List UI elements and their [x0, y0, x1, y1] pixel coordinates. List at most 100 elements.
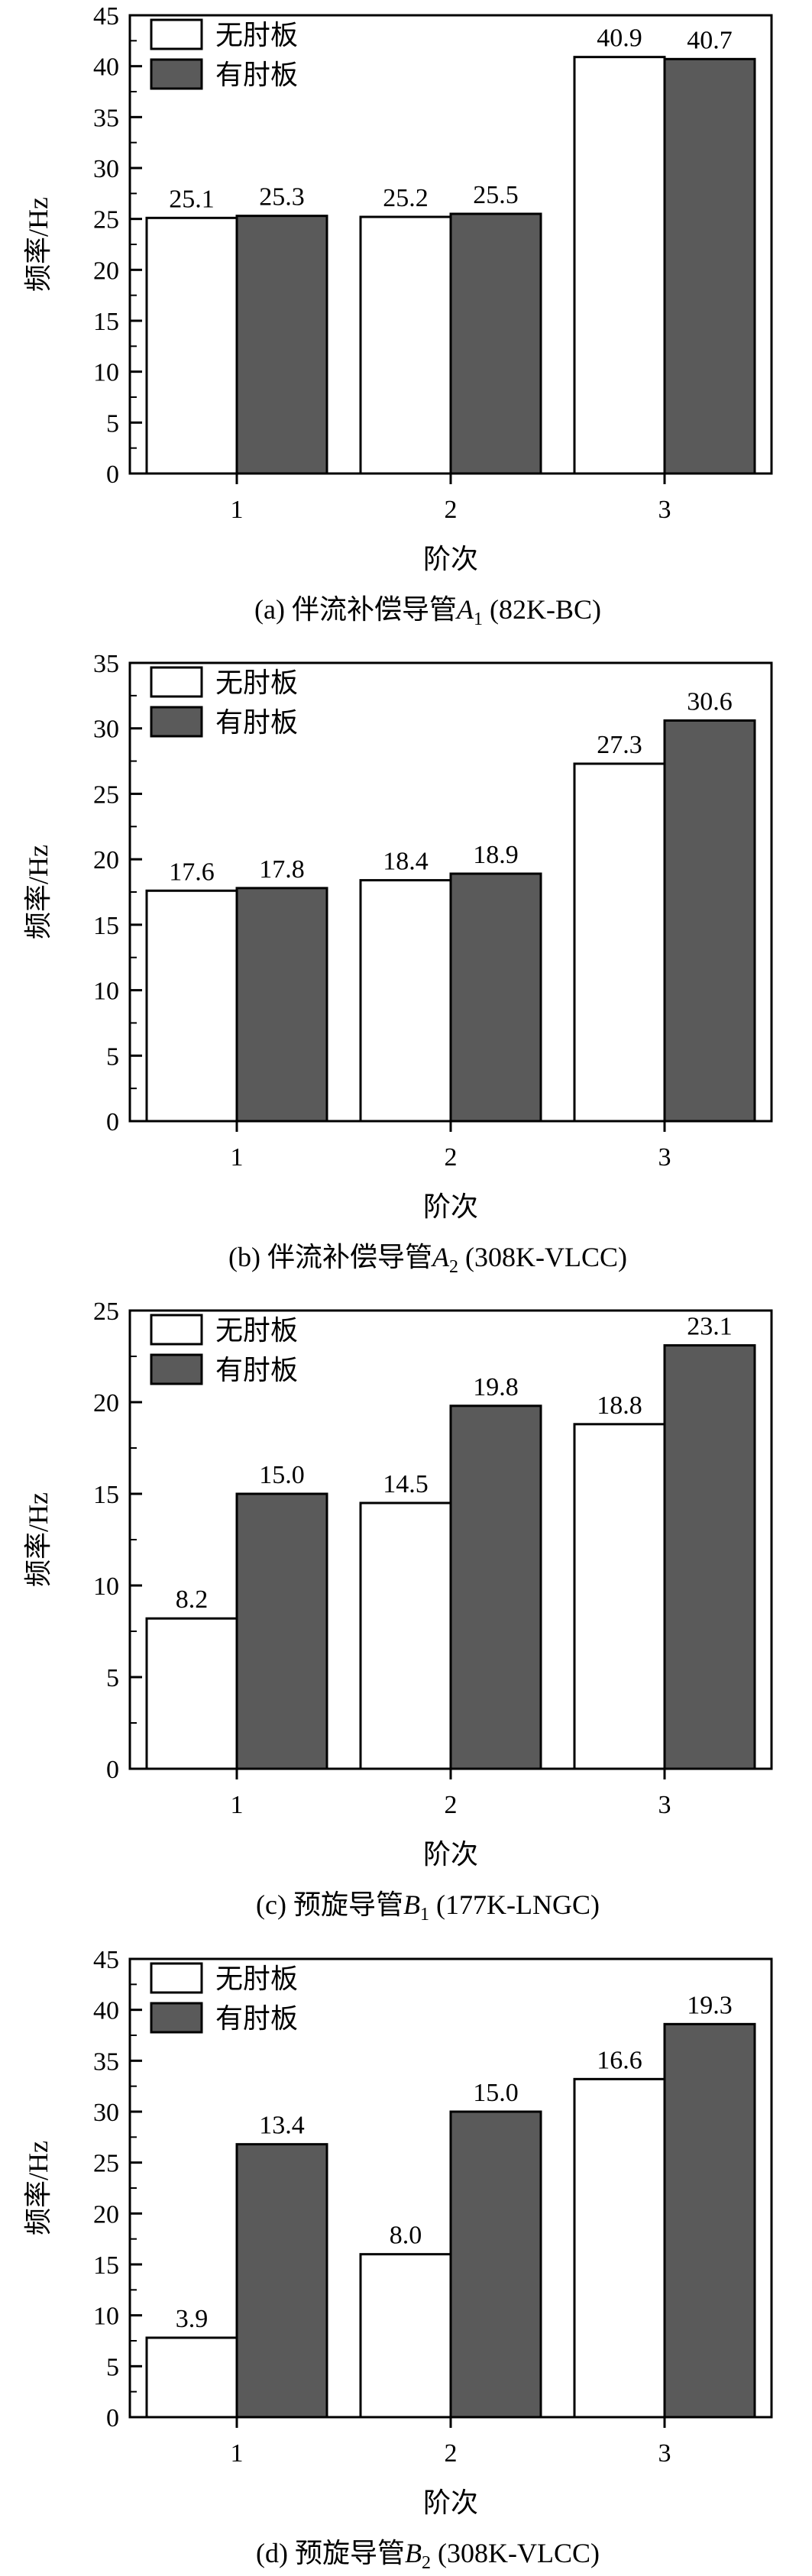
caption-variable: B [403, 1889, 420, 1920]
y-tick-label: 25 [93, 2150, 119, 2178]
data-label: 30.6 [687, 687, 733, 716]
y-tick-label: 40 [93, 1997, 119, 2025]
bar-without-1 [145, 216, 238, 475]
figure-caption: (d) 预旋导管B2 (308K-VLCC) [256, 2538, 600, 2572]
data-label: 25.2 [383, 184, 429, 212]
y-tick-label: 0 [106, 461, 119, 489]
data-label: 18.4 [383, 848, 429, 876]
data-label: 25.1 [169, 185, 215, 213]
y-tick-label: 30 [93, 2099, 119, 2127]
bar-with-1 [235, 887, 328, 1123]
bar-without-1 [145, 1617, 238, 1770]
data-label: 17.8 [259, 855, 305, 884]
y-tick-label: 20 [93, 2200, 119, 2229]
data-label: 18.9 [473, 841, 519, 869]
x-tick-label: 3 [658, 496, 671, 524]
caption-variable: B [405, 2538, 422, 2568]
bar-without-3 [573, 1423, 666, 1770]
caption-prefix: (b) 伴流补偿导管 [228, 1242, 432, 1272]
legend-label: 无肘板 [215, 20, 298, 50]
x-tick-label: 2 [445, 496, 458, 524]
legend-label: 无肘板 [215, 1315, 298, 1346]
data-label: 15.0 [259, 1461, 305, 1489]
y-tick-label: 5 [106, 409, 119, 438]
caption-variable: A [431, 1242, 450, 1272]
bar-with-3 [663, 1344, 756, 1770]
bar-with-1 [235, 1492, 328, 1770]
x-tick-label: 1 [231, 496, 244, 524]
y-axis-title: 频率/Hz [23, 197, 53, 292]
y-tick-label: 35 [93, 650, 119, 678]
y-axis-title: 频率/Hz [23, 1492, 53, 1587]
y-tick-label: 15 [93, 2251, 119, 2280]
data-label: 19.3 [687, 1991, 733, 2019]
y-tick-label: 5 [106, 1042, 119, 1071]
bar-with-1 [235, 215, 328, 475]
data-label: 40.7 [687, 26, 733, 54]
x-tick-label: 3 [658, 2439, 671, 2468]
legend-swatch-with [150, 2002, 203, 2034]
bar-without-2 [359, 2253, 452, 2419]
caption-suffix: (308K-VLCC) [431, 2538, 600, 2568]
chart-panel-1: 25.1 25.2 40.9 25.3 25.5 40.7 0 5 10 15 20 25 30 35 40… [23, 2, 773, 629]
data-label: 13.4 [259, 2112, 305, 2140]
y-tick-label: 35 [93, 104, 119, 132]
legend-swatch-with [150, 58, 203, 90]
caption-variable: A [455, 594, 474, 625]
y-tick-label: 25 [93, 206, 119, 234]
caption-suffix: (177K-LNGC) [429, 1889, 600, 1920]
legend-label: 有肘板 [215, 60, 298, 90]
y-axis-title: 频率/Hz [23, 2141, 53, 2235]
legend-swatch-with [150, 1353, 203, 1385]
y-tick-label: 30 [93, 716, 119, 744]
caption-prefix: (d) 预旋导管 [256, 2538, 405, 2568]
figure-caption: (a) 伴流补偿导管A1 (82K-BC) [254, 594, 601, 629]
y-tick-label: 25 [93, 781, 119, 809]
x-tick-label: 3 [658, 1143, 671, 1172]
legend-swatch-without [150, 1962, 203, 1994]
data-label: 8.2 [176, 1585, 209, 1614]
x-tick-label: 2 [445, 2439, 458, 2468]
y-tick-label: 10 [93, 1572, 119, 1601]
caption-suffix: (82K-BC) [483, 594, 601, 625]
data-label: 15.0 [473, 2079, 519, 2107]
legend-label: 无肘板 [215, 1964, 298, 1994]
figure-caption: (c) 预旋导管B1 (177K-LNGC) [256, 1889, 600, 1925]
legend-label: 有肘板 [215, 707, 298, 738]
y-tick-label: 0 [106, 1756, 119, 1784]
x-tick-label: 2 [445, 1143, 458, 1172]
legend-label: 有肘板 [215, 1355, 298, 1385]
data-label: 19.8 [473, 1373, 519, 1401]
y-tick-label: 10 [93, 978, 119, 1006]
caption-subscript: 1 [420, 1905, 429, 1925]
y-tick-label: 0 [106, 2404, 119, 2432]
y-axis-title: 频率/Hz [23, 845, 53, 939]
chart-panel-2: 17.6 18.4 27.3 17.8 18.9 30.6 0 5 10 15 20 25 30 35 1 2… [23, 650, 773, 1277]
y-tick-label: 35 [93, 2048, 119, 2076]
y-tick-label: 30 [93, 155, 119, 183]
chart-panel-3: 8.2 14.5 18.8 15.0 19.8 23.1 0 5 10 15 20 25 1 2 3 阶次 频率… [23, 1298, 773, 1925]
caption-subscript: 1 [474, 609, 483, 629]
legend-swatch-without [150, 18, 203, 50]
legend-label: 有肘板 [215, 2003, 298, 2034]
x-axis-title: 阶次 [423, 1191, 478, 1222]
bar-without-2 [359, 879, 452, 1123]
data-label: 16.6 [597, 2046, 642, 2074]
y-tick-label: 15 [93, 308, 119, 336]
x-tick-label: 1 [231, 1791, 244, 1819]
x-tick-label: 3 [658, 1791, 671, 1819]
x-axis-title: 阶次 [423, 544, 478, 574]
data-label: 17.6 [169, 858, 215, 886]
bar-without-1 [145, 2336, 238, 2419]
caption-subscript: 2 [422, 2553, 431, 2572]
bar-with-3 [663, 57, 756, 475]
y-tick-label: 5 [106, 2353, 119, 2381]
caption-suffix: (308K-VLCC) [458, 1242, 627, 1272]
y-tick-label: 10 [93, 359, 119, 387]
y-tick-label: 20 [93, 846, 119, 874]
bar-with-2 [449, 1404, 542, 1770]
bar-without-3 [573, 56, 666, 475]
x-axis-title: 阶次 [423, 2487, 478, 2518]
y-tick-label: 15 [93, 912, 119, 940]
